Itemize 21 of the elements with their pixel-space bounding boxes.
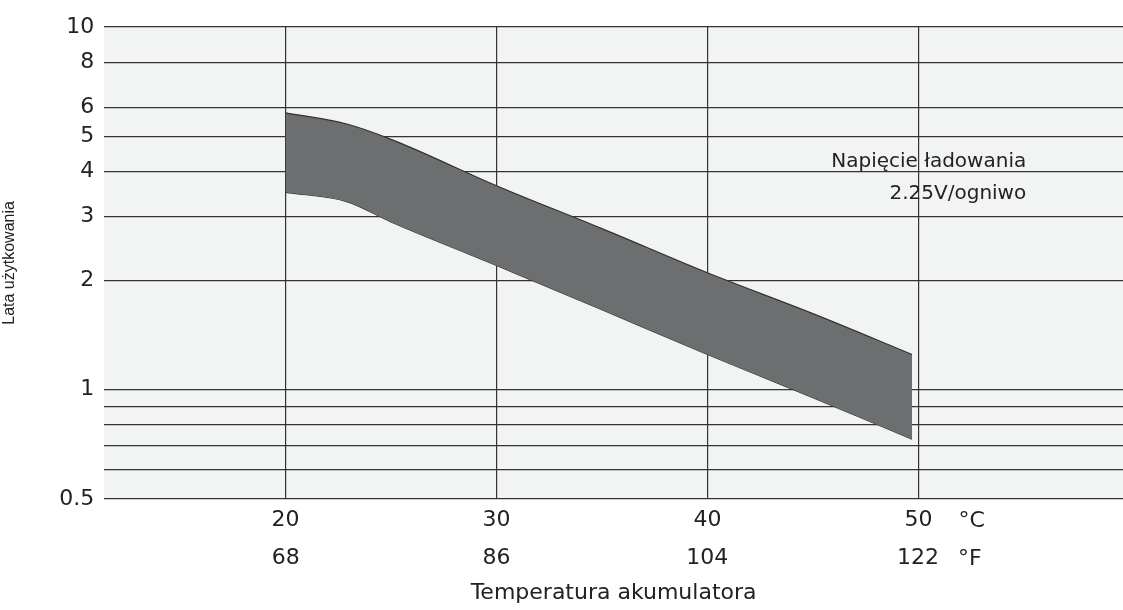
y-axis-title: Lata użytkowania [0,200,18,325]
y-tick-label: 8 [80,47,95,73]
x-tick-label: 50 [904,505,933,531]
x-tick-label: 40 [693,505,722,531]
y-tick-label: 6 [80,93,95,119]
x2-tick-label: 68 [271,544,300,570]
y-tick-label: 4 [80,157,95,183]
y-tick-label: 10 [66,12,95,38]
y-tick-label: 0.5 [59,484,95,510]
x2-tick-label: 86 [482,544,511,570]
y-tick-label: 1 [80,375,95,401]
x2-tick-label: 104 [686,544,729,570]
text: °F [958,544,982,570]
text: °C [958,506,985,532]
y-tick-label: 2 [80,266,95,292]
x-tick-label: 20 [271,505,300,531]
y-tick-label: 3 [80,202,95,228]
y-tick-label: 5 [80,121,95,147]
x-axis-title: Temperatura akumulatora [469,578,757,604]
x2-tick-label: 122 [897,544,940,570]
x-tick-label: 30 [482,505,511,531]
